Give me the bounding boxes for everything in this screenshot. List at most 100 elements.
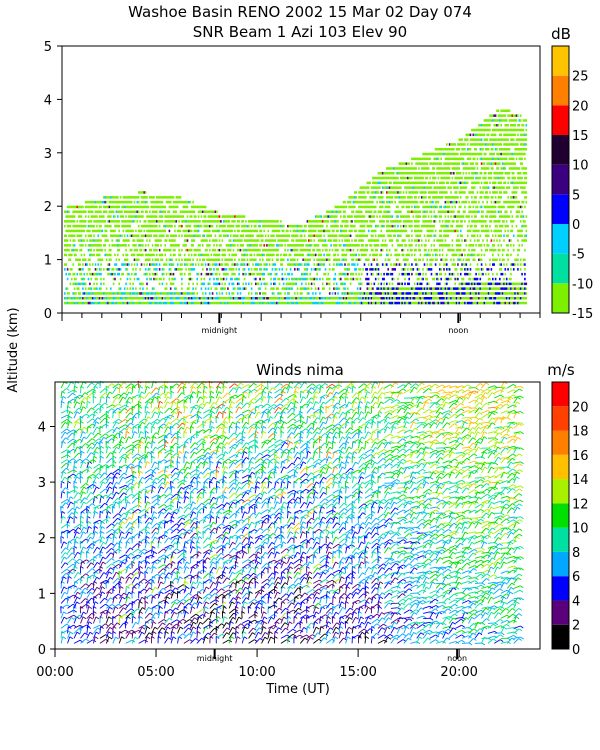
snr-cell xyxy=(351,205,353,209)
snr-cell xyxy=(147,205,150,209)
snr-cell xyxy=(267,253,270,257)
snr-cell xyxy=(119,244,122,247)
snr-cell xyxy=(419,272,422,276)
snr-cell xyxy=(147,215,150,218)
snr-cell xyxy=(69,244,72,247)
snr-cell xyxy=(206,258,208,261)
snr-cell xyxy=(429,301,431,305)
snr-cell xyxy=(137,191,140,194)
snr-cell xyxy=(370,186,373,189)
snr-cell xyxy=(330,224,332,228)
snr-cell xyxy=(130,210,133,213)
snr-cell xyxy=(376,224,378,228)
snr-cell xyxy=(216,215,218,218)
snr-cell xyxy=(183,297,186,300)
snr-cell xyxy=(257,297,260,300)
snr-cell xyxy=(415,205,417,209)
snr-cell xyxy=(441,172,444,175)
snr-cell xyxy=(461,143,463,146)
snr-cell xyxy=(203,258,205,261)
snr-cell xyxy=(451,272,454,276)
snr-cell xyxy=(415,210,417,213)
snr-cell xyxy=(365,297,367,300)
snr-cell xyxy=(412,215,415,218)
snr-cell xyxy=(227,287,229,290)
snr-cell xyxy=(149,224,151,228)
snr-cell xyxy=(287,297,289,300)
snr-cell xyxy=(154,292,157,295)
snr-cell xyxy=(132,234,134,237)
snr-cell xyxy=(144,224,147,228)
snr-cell xyxy=(425,253,427,257)
snr-cell xyxy=(386,287,388,290)
snr-cell xyxy=(466,282,469,286)
snr-cell xyxy=(104,248,106,252)
snr-cell xyxy=(458,167,461,170)
snr-cell xyxy=(158,200,161,204)
snr-cell xyxy=(75,210,77,213)
snr-cell xyxy=(461,224,463,228)
snr-cell xyxy=(352,292,355,295)
snr-cell xyxy=(412,186,415,189)
snr-cell xyxy=(125,263,127,266)
snr-cell xyxy=(355,277,357,281)
snr-cell xyxy=(174,248,176,252)
snr-cell xyxy=(169,258,172,261)
snr-cell xyxy=(144,220,147,223)
snr-cell xyxy=(475,224,477,228)
snr-cell xyxy=(419,234,422,237)
snr-cell xyxy=(130,205,133,209)
snr-cell xyxy=(185,258,187,261)
snr-cell xyxy=(259,263,261,266)
snr-cell xyxy=(105,258,108,261)
snr-cell xyxy=(273,234,275,237)
snr-cell xyxy=(193,215,196,218)
snr-cell xyxy=(103,210,105,213)
snr-cell xyxy=(407,167,409,170)
snr-cell xyxy=(326,224,328,228)
snr-cell xyxy=(473,128,476,132)
snr-cell xyxy=(366,268,369,271)
snr-cell xyxy=(319,292,321,295)
snr-cell xyxy=(69,224,72,228)
snr-cell xyxy=(341,229,343,233)
snr-cell xyxy=(342,297,345,300)
snr-cell xyxy=(391,268,394,271)
snr-cell xyxy=(132,239,134,242)
snr-cell xyxy=(475,138,477,141)
snr-cell xyxy=(149,248,151,252)
snr-cell xyxy=(90,234,93,237)
snr-cell xyxy=(284,292,286,295)
snr-cell xyxy=(387,229,389,233)
snr-cell xyxy=(111,205,113,209)
snr-cell xyxy=(365,200,367,204)
snr-cell xyxy=(136,234,139,237)
snr-cell xyxy=(313,297,316,300)
snr-cell xyxy=(243,301,246,305)
snr-cell xyxy=(169,268,172,271)
snr-cell xyxy=(302,297,304,300)
snr-cell xyxy=(171,292,173,295)
snr-cell xyxy=(465,272,468,276)
snr-cell xyxy=(391,191,394,194)
snr-cell xyxy=(444,152,447,156)
snr-cell xyxy=(468,152,470,156)
snr-cell xyxy=(238,239,240,242)
snr-cell xyxy=(175,244,178,247)
snr-cell xyxy=(171,258,173,261)
snr-cell xyxy=(108,263,111,266)
snr-cell xyxy=(358,244,360,247)
snr-cell xyxy=(72,215,74,218)
snr-cell xyxy=(161,297,164,300)
snr-cell xyxy=(327,272,330,276)
snr-cell xyxy=(130,263,133,266)
snr-cell xyxy=(292,277,295,281)
snr-cell xyxy=(365,258,367,261)
snr-cell xyxy=(257,282,260,286)
snr-cell xyxy=(377,287,380,290)
snr-cell xyxy=(280,253,282,257)
snr-cell xyxy=(66,220,69,223)
snr-cell xyxy=(464,143,466,146)
snr-cell xyxy=(169,234,172,237)
snr-cell xyxy=(72,272,74,276)
